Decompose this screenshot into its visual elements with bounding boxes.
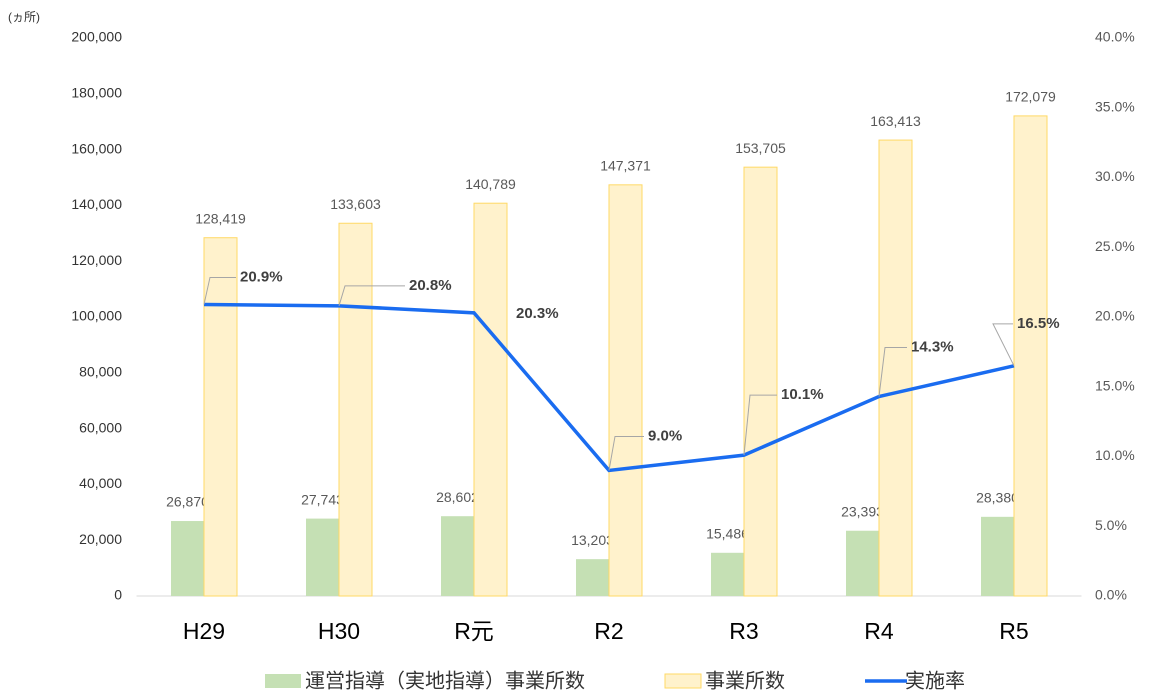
leader-line — [992, 323, 1015, 367]
bar — [441, 516, 474, 596]
bar-value-label: 147,371 — [600, 158, 651, 174]
y-tick-label: 0 — [114, 587, 122, 603]
y-tick-label: 140,000 — [71, 196, 122, 212]
bar — [1013, 115, 1048, 597]
y-tick-label: 200,000 — [71, 29, 122, 45]
bar-value-label: 15,486 — [706, 525, 749, 541]
y2-tick-label: 0.0% — [1095, 587, 1127, 603]
bar-value-label: 128,419 — [195, 210, 246, 226]
legend-label: 運営指導（実地指導）事業所数 — [305, 669, 585, 692]
bar-value-label: 153,705 — [735, 140, 786, 156]
bar — [576, 559, 609, 596]
line-value-label: 20.3% — [516, 305, 559, 322]
bar-value-label: 27,743 — [301, 491, 344, 507]
y-tick-label: 80,000 — [79, 364, 122, 380]
bar — [203, 237, 238, 597]
bar — [306, 518, 339, 596]
line-value-label: 10.1% — [781, 386, 824, 403]
bar — [608, 184, 643, 597]
bar-value-label: 26,870 — [166, 494, 209, 510]
x-tick-label: R3 — [729, 618, 758, 644]
bar — [171, 521, 204, 596]
x-tick-label: R4 — [864, 618, 894, 644]
y-tick-label: 180,000 — [71, 85, 122, 101]
y-tick-label: 60,000 — [79, 419, 122, 435]
bar-value-label: 133,603 — [330, 196, 381, 212]
x-tick-label: H29 — [183, 618, 225, 644]
bar-value-label: 13,203 — [571, 532, 614, 548]
y2-tick-label: 10.0% — [1095, 447, 1135, 463]
legend-label: 事業所数 — [705, 669, 785, 692]
bar-value-label: 23,393 — [841, 503, 884, 519]
bar — [338, 222, 373, 597]
y-tick-label: 40,000 — [79, 475, 122, 491]
line-value-label: 20.9% — [240, 268, 283, 285]
bar — [743, 166, 778, 597]
y-tick-label: 120,000 — [71, 252, 122, 268]
leader-line — [608, 435, 644, 471]
legend-label: 実施率 — [905, 669, 965, 692]
bar — [981, 516, 1014, 596]
line-value-label: 14.3% — [911, 338, 954, 355]
bar-value-label: 28,602 — [436, 489, 479, 505]
y2-tick-label: 20.0% — [1095, 308, 1135, 324]
leader-line — [338, 285, 405, 306]
y2-tick-label: 35.0% — [1095, 98, 1135, 114]
y-axis-unit: (ヵ所) — [8, 10, 40, 24]
line-value-label: 16.5% — [1017, 315, 1060, 332]
y-tick-label: 20,000 — [79, 531, 122, 547]
bar — [473, 202, 508, 597]
bar-value-label: 172,079 — [1005, 89, 1056, 105]
leader-line — [743, 394, 777, 456]
x-tick-label: R5 — [999, 618, 1028, 644]
leader-line — [878, 347, 907, 397]
y2-tick-label: 30.0% — [1095, 168, 1135, 184]
bar-value-label: 140,789 — [465, 176, 516, 192]
y2-tick-label: 40.0% — [1095, 29, 1135, 45]
bar-value-label: 163,413 — [870, 113, 921, 129]
bar — [711, 552, 744, 596]
y-tick-label: 100,000 — [71, 308, 122, 324]
y2-tick-label: 15.0% — [1095, 377, 1135, 393]
x-tick-label: R2 — [594, 618, 623, 644]
line-value-label: 9.0% — [648, 427, 682, 444]
bar-value-label: 28,380 — [976, 490, 1019, 506]
leader-line — [203, 276, 236, 305]
x-tick-label: R元 — [454, 618, 494, 644]
bar — [878, 139, 913, 597]
bar — [846, 530, 879, 596]
y-tick-label: 160,000 — [71, 140, 122, 156]
y2-tick-label: 25.0% — [1095, 238, 1135, 254]
line-value-label: 20.8% — [409, 277, 452, 294]
legend-swatch — [664, 673, 702, 689]
legend-swatch — [265, 674, 301, 688]
y2-tick-label: 5.0% — [1095, 517, 1127, 533]
x-tick-label: H30 — [318, 618, 360, 644]
